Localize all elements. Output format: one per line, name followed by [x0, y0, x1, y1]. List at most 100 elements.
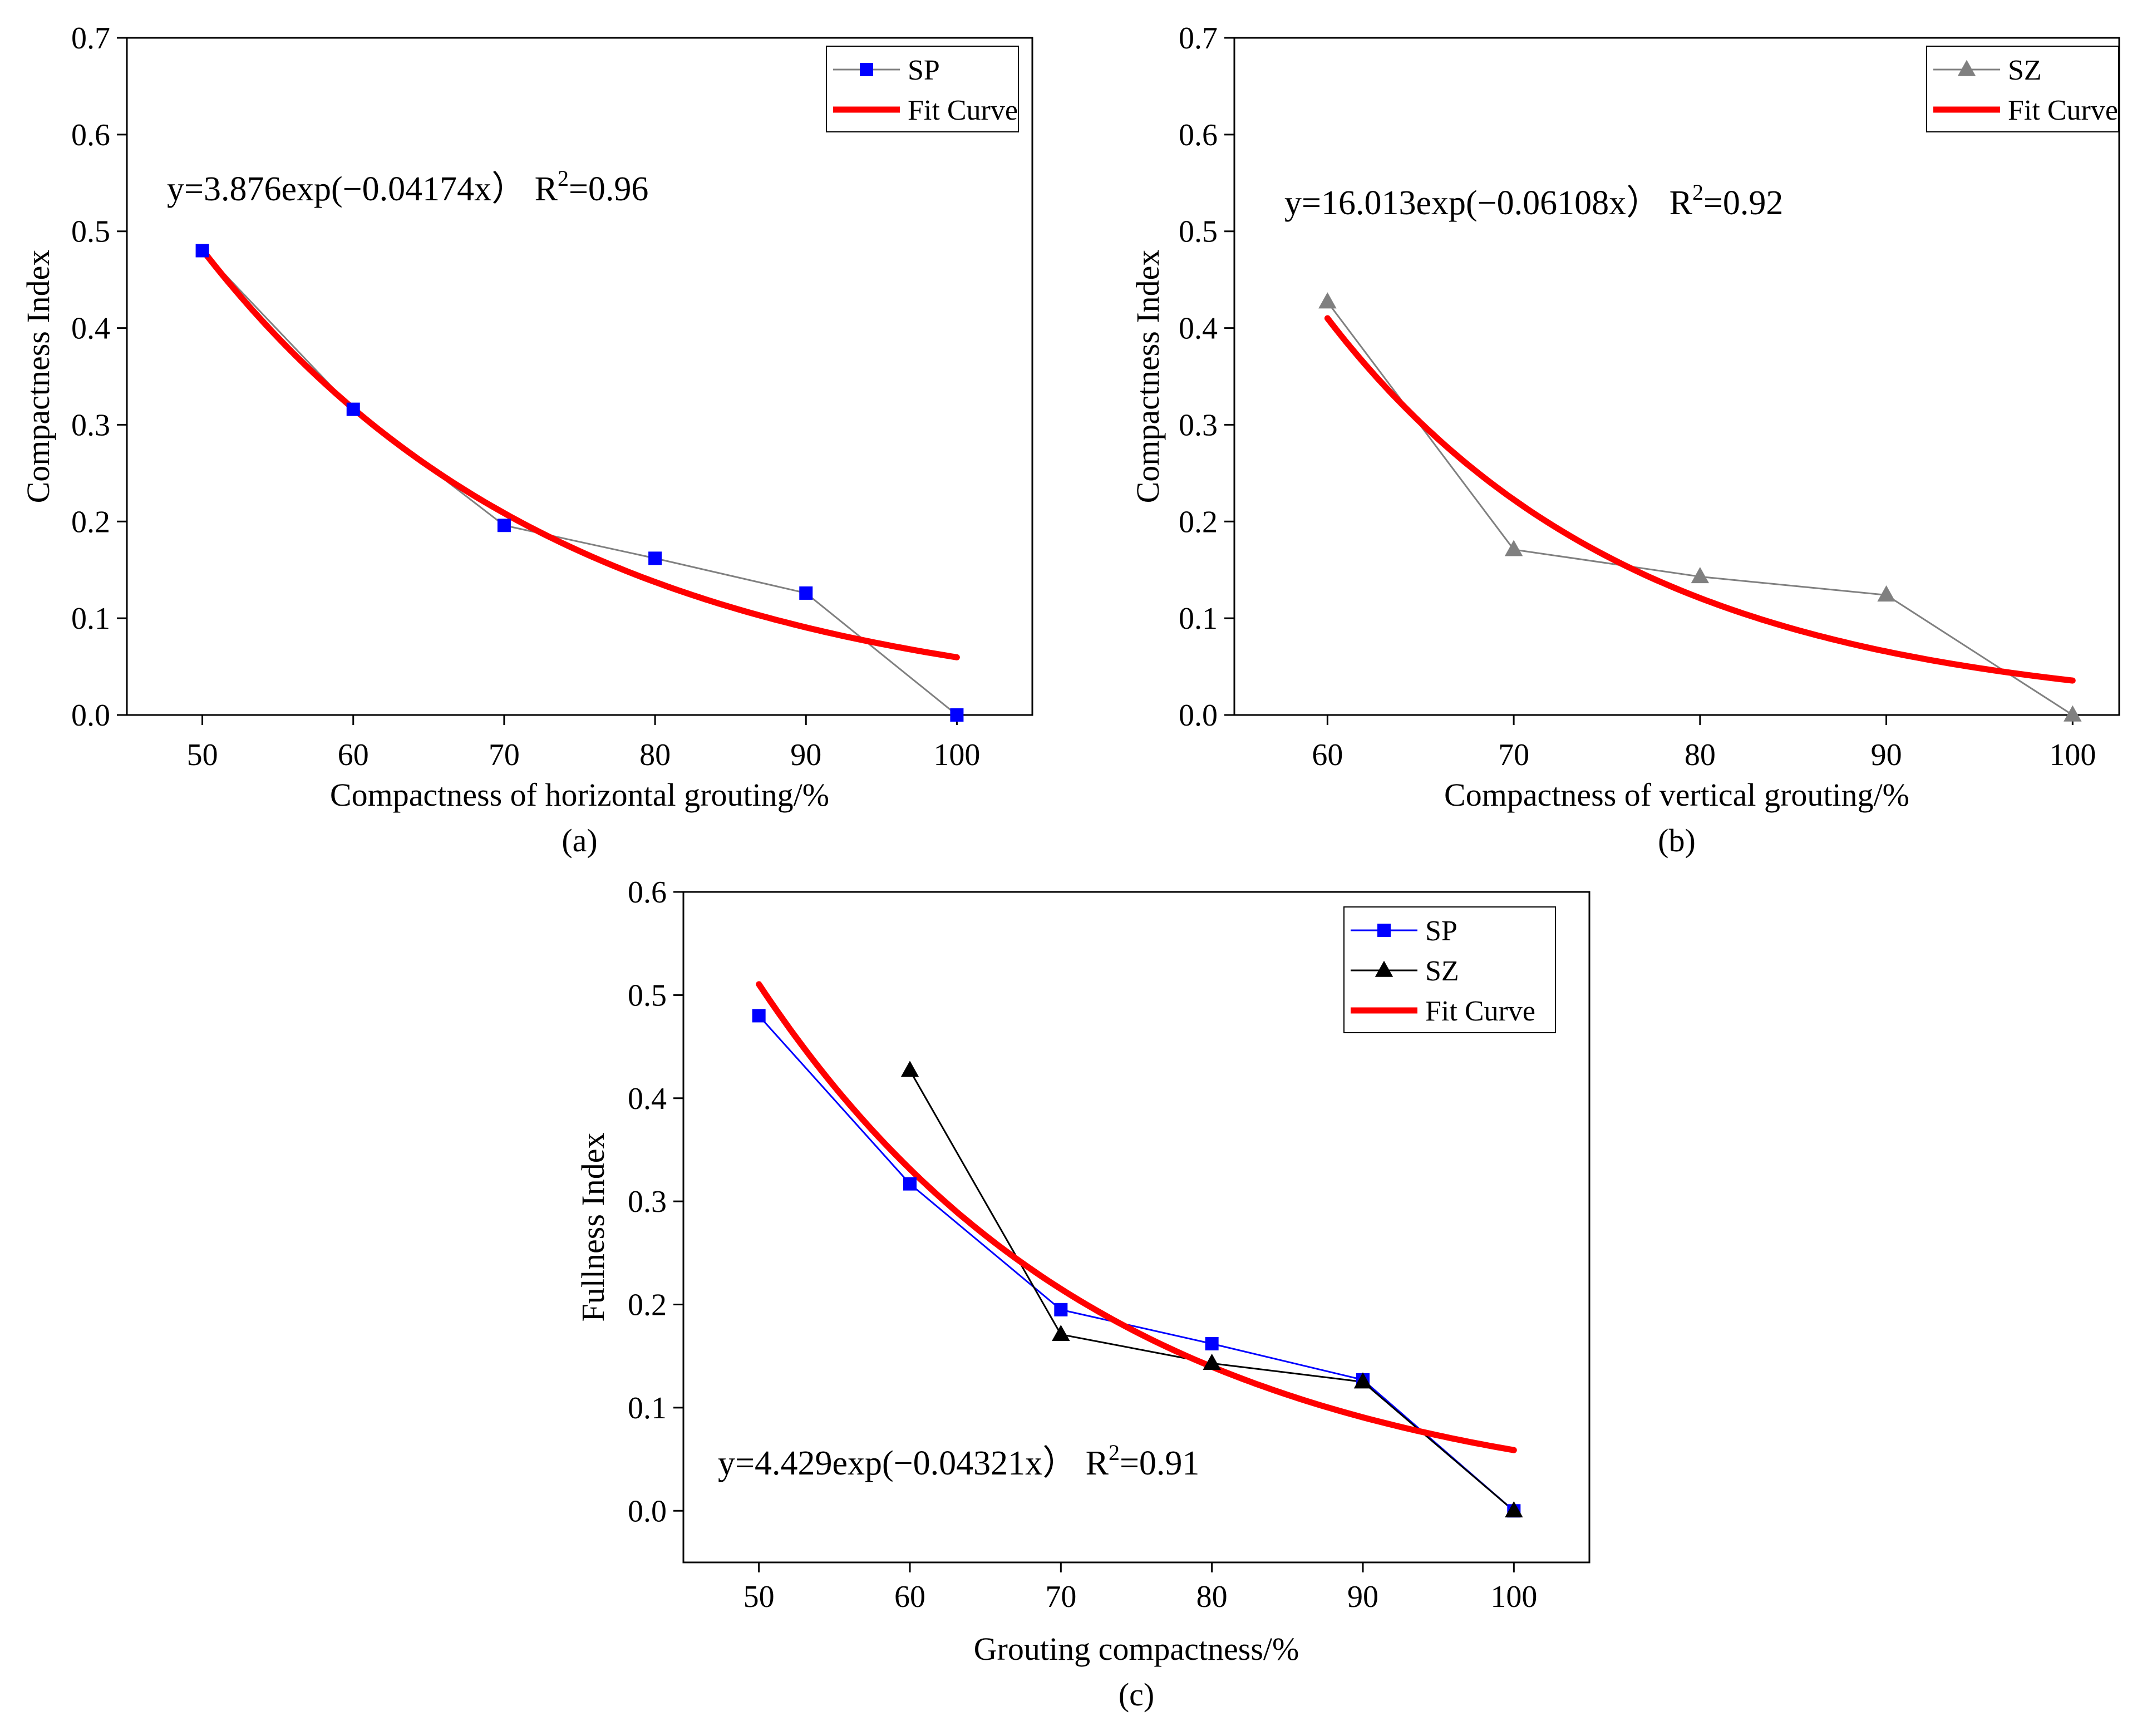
chart-panel-a: 50 60 70 80 90 100 0.0 0.1 0.2 0.3 0.4 0.5 0.6 0.7 Com…	[20, 21, 1033, 859]
y-tick-label: 0.5	[1179, 215, 1218, 249]
x-tick-label: 50	[187, 738, 218, 772]
x-tick-label: 80	[639, 738, 671, 772]
series-line-sp	[201, 250, 958, 716]
y-tick-label: 0.4	[1179, 312, 1218, 346]
fit-equation-superscript: 2	[1692, 180, 1703, 205]
fit-equation-superscript: 2	[558, 166, 569, 191]
fit-equation: y=16.013exp(−0.06108x） R2=0.92	[1284, 180, 1783, 222]
x-tick-label: 80	[1196, 1580, 1228, 1614]
fit-curve	[199, 246, 960, 660]
y-tick-label: 0.6	[628, 875, 667, 910]
legend-label: Fit Curve	[2008, 95, 2118, 126]
data-point-sz	[1877, 585, 1895, 602]
legend: SP SZ Fit Curve	[1343, 906, 1556, 1033]
fit-curve	[1324, 315, 2076, 684]
data-point-sz	[1203, 1353, 1221, 1370]
data-point-sp	[195, 244, 209, 258]
y-tick-label: 0.5	[71, 215, 110, 249]
data-point-sz	[1504, 540, 1523, 556]
y-tick-label: 0.4	[628, 1082, 667, 1116]
y-axis-label: Compactness Index	[20, 250, 56, 504]
y-axis-label: Compactness Index	[1130, 250, 1166, 504]
x-tick-label: 50	[743, 1580, 775, 1614]
y-tick-label: 0.6	[1179, 118, 1218, 152]
legend-label: Fit Curve	[1425, 995, 1535, 1027]
x-tick-label: 70	[489, 738, 520, 772]
x-axis-label: Compactness of horizontal grouting/%	[330, 777, 829, 813]
plot-frame	[682, 891, 1590, 1564]
fit-equation-r2: =0.96	[569, 170, 648, 208]
data-point-sz	[1353, 1372, 1372, 1389]
x-tick-label: 90	[1871, 738, 1902, 772]
data-point-sz	[1052, 1324, 1070, 1342]
fit-equation-main: y=4.429exp(−0.04321x） R	[718, 1444, 1109, 1482]
legend-label: SZ	[2008, 55, 2042, 86]
legend-label: SP	[908, 55, 940, 86]
x-tick-label: 100	[933, 738, 980, 772]
y-axis-label: Fullness Index	[575, 1133, 611, 1322]
data-point-sp	[1054, 1303, 1068, 1316]
fit-equation-superscript: 2	[1109, 1440, 1120, 1465]
fit-equation-r2: =0.92	[1703, 184, 1783, 222]
y-tick-label: 0.4	[71, 312, 110, 346]
fit-equation-main: y=3.876exp(−0.04174x） R	[167, 170, 558, 208]
chart-panel-b: 60 70 80 90 100 0.0 0.1 0.2 0.3 0.4 0.5 0.6 0.7 Compa…	[1130, 21, 2120, 859]
legend-box	[826, 46, 1019, 132]
y-tick-label: 0.2	[628, 1288, 667, 1323]
y-tick-label: 0.3	[71, 408, 110, 442]
y-tick-label: 0.1	[71, 601, 110, 636]
x-tick-label: 60	[1312, 738, 1343, 772]
legend-marker	[1377, 924, 1391, 937]
x-tick-label: 90	[790, 738, 821, 772]
fit-equation: y=4.429exp(−0.04321x） R2=0.91	[718, 1440, 1199, 1482]
legend-marker	[860, 63, 873, 76]
data-point-sz	[2064, 705, 2082, 722]
fit-equation-r2: =0.91	[1120, 1444, 1199, 1482]
x-tick-label: 60	[338, 738, 369, 772]
x-axis-label: Grouting compactness/%	[974, 1631, 1299, 1667]
y-tick-label: 0.0	[1179, 698, 1218, 733]
legend-label: SP	[1425, 915, 1457, 947]
data-point-sp	[346, 402, 360, 416]
y-tick-label: 0.7	[1179, 21, 1218, 56]
chart-panel-c: 50 60 70 80 90 100 0.0 0.1 0.2 0.3 0.4 0.5 0.6 Grouti…	[575, 875, 1590, 1713]
panel-caption: (a)	[562, 822, 597, 859]
data-point-sz	[1691, 567, 1710, 584]
y-tick-label: 0.5	[628, 978, 667, 1013]
x-tick-label: 100	[1490, 1580, 1537, 1614]
x-tick-label: 70	[1498, 738, 1529, 772]
data-point-sp	[1205, 1336, 1219, 1350]
data-point-sz	[1505, 1501, 1523, 1518]
y-tick-label: 0.0	[628, 1494, 667, 1528]
fit-curve	[756, 981, 1517, 1453]
y-tick-label: 0.0	[71, 698, 110, 733]
fit-equation-main: y=16.013exp(−0.06108x） R	[1284, 184, 1693, 222]
y-tick-label: 0.2	[1179, 505, 1218, 539]
y-tick-label: 0.3	[628, 1185, 667, 1219]
x-tick-label: 100	[2049, 738, 2096, 772]
legend-label: Fit Curve	[908, 95, 1018, 126]
data-point-sz	[1318, 292, 1337, 309]
panel-caption: (c)	[1119, 1676, 1154, 1713]
data-point-sp	[903, 1177, 917, 1191]
x-tick-label: 80	[1685, 738, 1716, 772]
legend: SP Fit Curve	[826, 46, 1019, 132]
plot-frame	[126, 37, 1033, 716]
plot-frame	[1233, 37, 2120, 716]
data-point-sp	[752, 1009, 766, 1023]
fit-equation: y=3.876exp(−0.04174x） R2=0.96	[167, 166, 648, 208]
legend: SZ Fit Curve	[1926, 46, 2119, 132]
x-tick-label: 60	[894, 1580, 925, 1614]
y-tick-label: 0.2	[71, 505, 110, 539]
y-tick-label: 0.1	[1179, 601, 1218, 636]
data-point-sp	[497, 519, 511, 532]
y-tick-label: 0.3	[1179, 408, 1218, 442]
panel-caption: (b)	[1658, 822, 1696, 859]
x-axis-label: Compactness of vertical grouting/%	[1444, 777, 1909, 813]
series-line-sz	[1327, 301, 2074, 716]
data-point-sp	[799, 586, 813, 600]
data-point-sp	[950, 708, 964, 722]
x-tick-label: 70	[1045, 1580, 1076, 1614]
y-tick-label: 0.7	[71, 21, 110, 56]
